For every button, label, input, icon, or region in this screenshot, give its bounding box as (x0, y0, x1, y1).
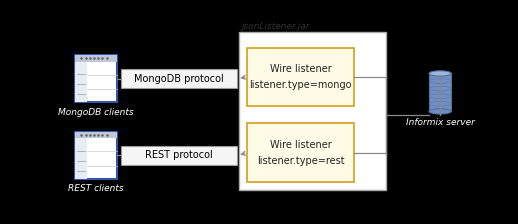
Ellipse shape (429, 109, 451, 114)
Text: listener.type=rest: listener.type=rest (257, 155, 344, 166)
Text: REST protocol: REST protocol (146, 150, 213, 160)
FancyBboxPatch shape (75, 55, 117, 102)
Text: Wire listener: Wire listener (270, 140, 332, 150)
FancyBboxPatch shape (121, 69, 237, 88)
FancyBboxPatch shape (248, 123, 354, 182)
FancyBboxPatch shape (75, 132, 117, 138)
Text: listener.type=mongo: listener.type=mongo (249, 80, 352, 90)
FancyBboxPatch shape (75, 62, 87, 102)
Text: Informix server: Informix server (406, 118, 474, 127)
FancyBboxPatch shape (121, 146, 237, 165)
Text: Wire listener: Wire listener (270, 64, 332, 74)
FancyBboxPatch shape (75, 138, 87, 179)
FancyBboxPatch shape (248, 47, 354, 106)
FancyBboxPatch shape (75, 55, 117, 62)
FancyBboxPatch shape (75, 132, 117, 179)
Text: REST clients: REST clients (68, 184, 124, 193)
FancyBboxPatch shape (239, 32, 386, 190)
Text: jsonListener.jar: jsonListener.jar (241, 22, 310, 31)
Bar (429, 73, 451, 111)
Text: MongoDB clients: MongoDB clients (58, 108, 134, 116)
Text: MongoDB protocol: MongoDB protocol (134, 74, 224, 84)
Ellipse shape (429, 71, 451, 76)
